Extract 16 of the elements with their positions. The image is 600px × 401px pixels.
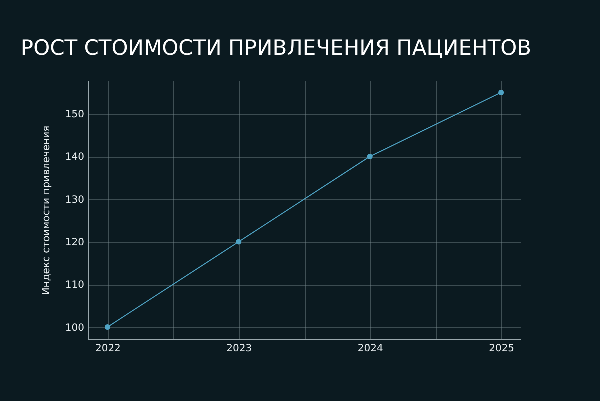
y-tick-label: 100 bbox=[65, 322, 84, 334]
x-tick-label: 2025 bbox=[489, 344, 515, 354]
y-tick-label: 140 bbox=[65, 152, 84, 164]
y-axis-title: Индекс стоимости привлечения bbox=[41, 126, 52, 296]
y-tick-label: 120 bbox=[65, 237, 84, 248]
point bbox=[236, 239, 242, 245]
point bbox=[498, 90, 504, 96]
x-tick-label: 2022 bbox=[95, 344, 121, 354]
x-tick-label: 2024 bbox=[358, 344, 384, 354]
point bbox=[104, 324, 110, 330]
y-tick-label: 130 bbox=[65, 194, 84, 206]
y-tick-label: 110 bbox=[65, 280, 84, 292]
point bbox=[367, 154, 373, 160]
chart-title: РОСТ СТОИМОСТИ ПРИВЛЕЧЕНИЯ ПАЦИЕНТОВ bbox=[20, 36, 532, 60]
y-tick-label: 150 bbox=[65, 110, 84, 121]
x-tick-label: 2023 bbox=[226, 344, 252, 354]
